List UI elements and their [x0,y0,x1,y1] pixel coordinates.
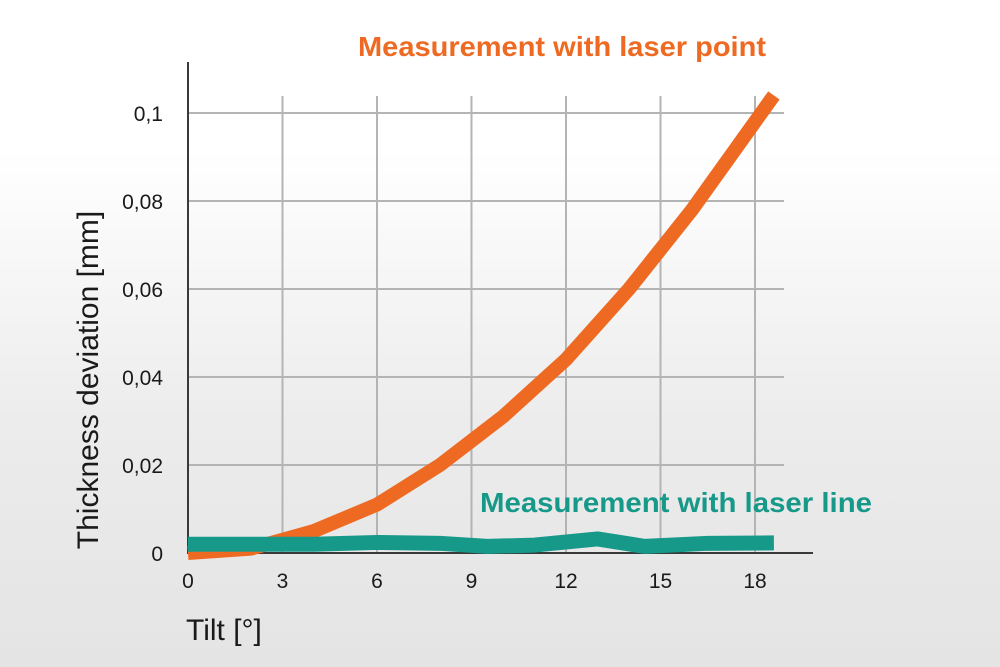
series-lines [187,91,780,560]
series-labels: Measurement with laser point Measurement … [358,31,872,518]
y-tick-label-1: 0,02 [122,455,163,478]
y-tick-label-3: 0,06 [122,279,163,302]
y-axis-title: Thickness deviation [mm] [72,211,105,549]
x-tick-label-0: 0 [182,570,194,593]
x-axis-title: Tilt [°] [186,614,262,647]
x-tick-label-9: 9 [466,570,478,593]
x-tick-label-18: 18 [743,570,766,593]
series-line-laser-point [187,91,780,560]
axes [187,62,813,554]
series-line-laser-line [188,531,774,554]
x-tick-label-6: 6 [371,570,383,593]
tick-labels: 0 3 6 9 12 15 18 0 0,02 0,04 0,06 0,08 0,1 [122,103,767,593]
y-tick-label-0: 0 [151,543,163,566]
series-label-laser-line: Measurement with laser line [480,487,872,518]
series-label-laser-point: Measurement with laser point [358,31,766,62]
x-tick-label-15: 15 [649,570,672,593]
y-tick-label-4: 0,08 [122,191,163,214]
y-tick-label-2: 0,04 [122,367,163,390]
x-tick-label-12: 12 [554,570,577,593]
x-tick-label-3: 3 [277,570,289,593]
y-tick-label-5: 0,1 [134,103,163,126]
grid-lines [188,96,784,553]
